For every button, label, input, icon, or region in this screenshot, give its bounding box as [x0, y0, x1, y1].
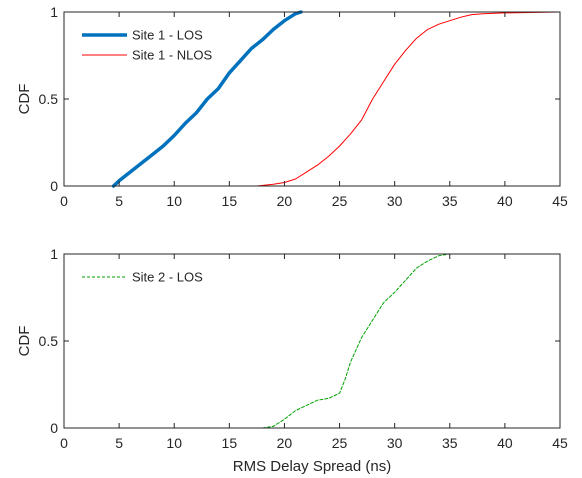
legend-entry-label: Site 1 - NLOS [132, 48, 213, 63]
x-tick-label: 0 [60, 193, 68, 209]
y-tick-label: 1 [50, 246, 58, 262]
x-tick-label: 20 [277, 435, 293, 451]
x-tick-label: 40 [497, 435, 513, 451]
x-tick-label: 30 [387, 435, 403, 451]
legend: Site 2 - LOS [82, 270, 203, 285]
x-tick-label: 45 [552, 193, 568, 209]
x-tick-label: 0 [60, 435, 68, 451]
x-tick-label: 25 [332, 435, 348, 451]
x-tick-label: 30 [387, 193, 403, 209]
series-line-1-2 [256, 11, 561, 187]
x-tick-label: 15 [222, 435, 238, 451]
series-line-1-1 [111, 10, 303, 188]
x-tick-label: 10 [166, 193, 182, 209]
x-tick-label: 15 [222, 193, 238, 209]
x-tick-label: 5 [115, 193, 123, 209]
chart-panel-2: 0 5 10 15 20 25 30 35 40 45 0 0.5 1 CDF RMS Delay Spre… [16, 246, 568, 475]
y-tick-label: 0 [50, 178, 58, 194]
x-tick-label: 35 [442, 193, 458, 209]
x-tick-label: 45 [552, 435, 568, 451]
y-axis-title: CDF [16, 84, 33, 115]
y-tick-label: 1 [50, 4, 58, 20]
x-tick-label: 35 [442, 435, 458, 451]
y-tick-label: 0.5 [39, 333, 59, 349]
x-tick-label: 25 [332, 193, 348, 209]
x-tick-label: 5 [115, 435, 123, 451]
series-line-2-1 [261, 253, 451, 429]
legend: Site 1 - LOS Site 1 - NLOS [82, 28, 213, 63]
legend-entry-label: Site 1 - LOS [132, 28, 203, 43]
x-axis-title: RMS Delay Spread (ns) [233, 458, 391, 475]
y-tick-label: 0 [50, 420, 58, 436]
x-tick-label: 40 [497, 193, 513, 209]
y-axis-title: CDF [16, 326, 33, 357]
legend-entry-label: Site 2 - LOS [132, 270, 203, 285]
x-tick-label: 20 [277, 193, 293, 209]
y-tick-label: 0.5 [39, 91, 59, 107]
x-tick-label: 10 [166, 435, 182, 451]
